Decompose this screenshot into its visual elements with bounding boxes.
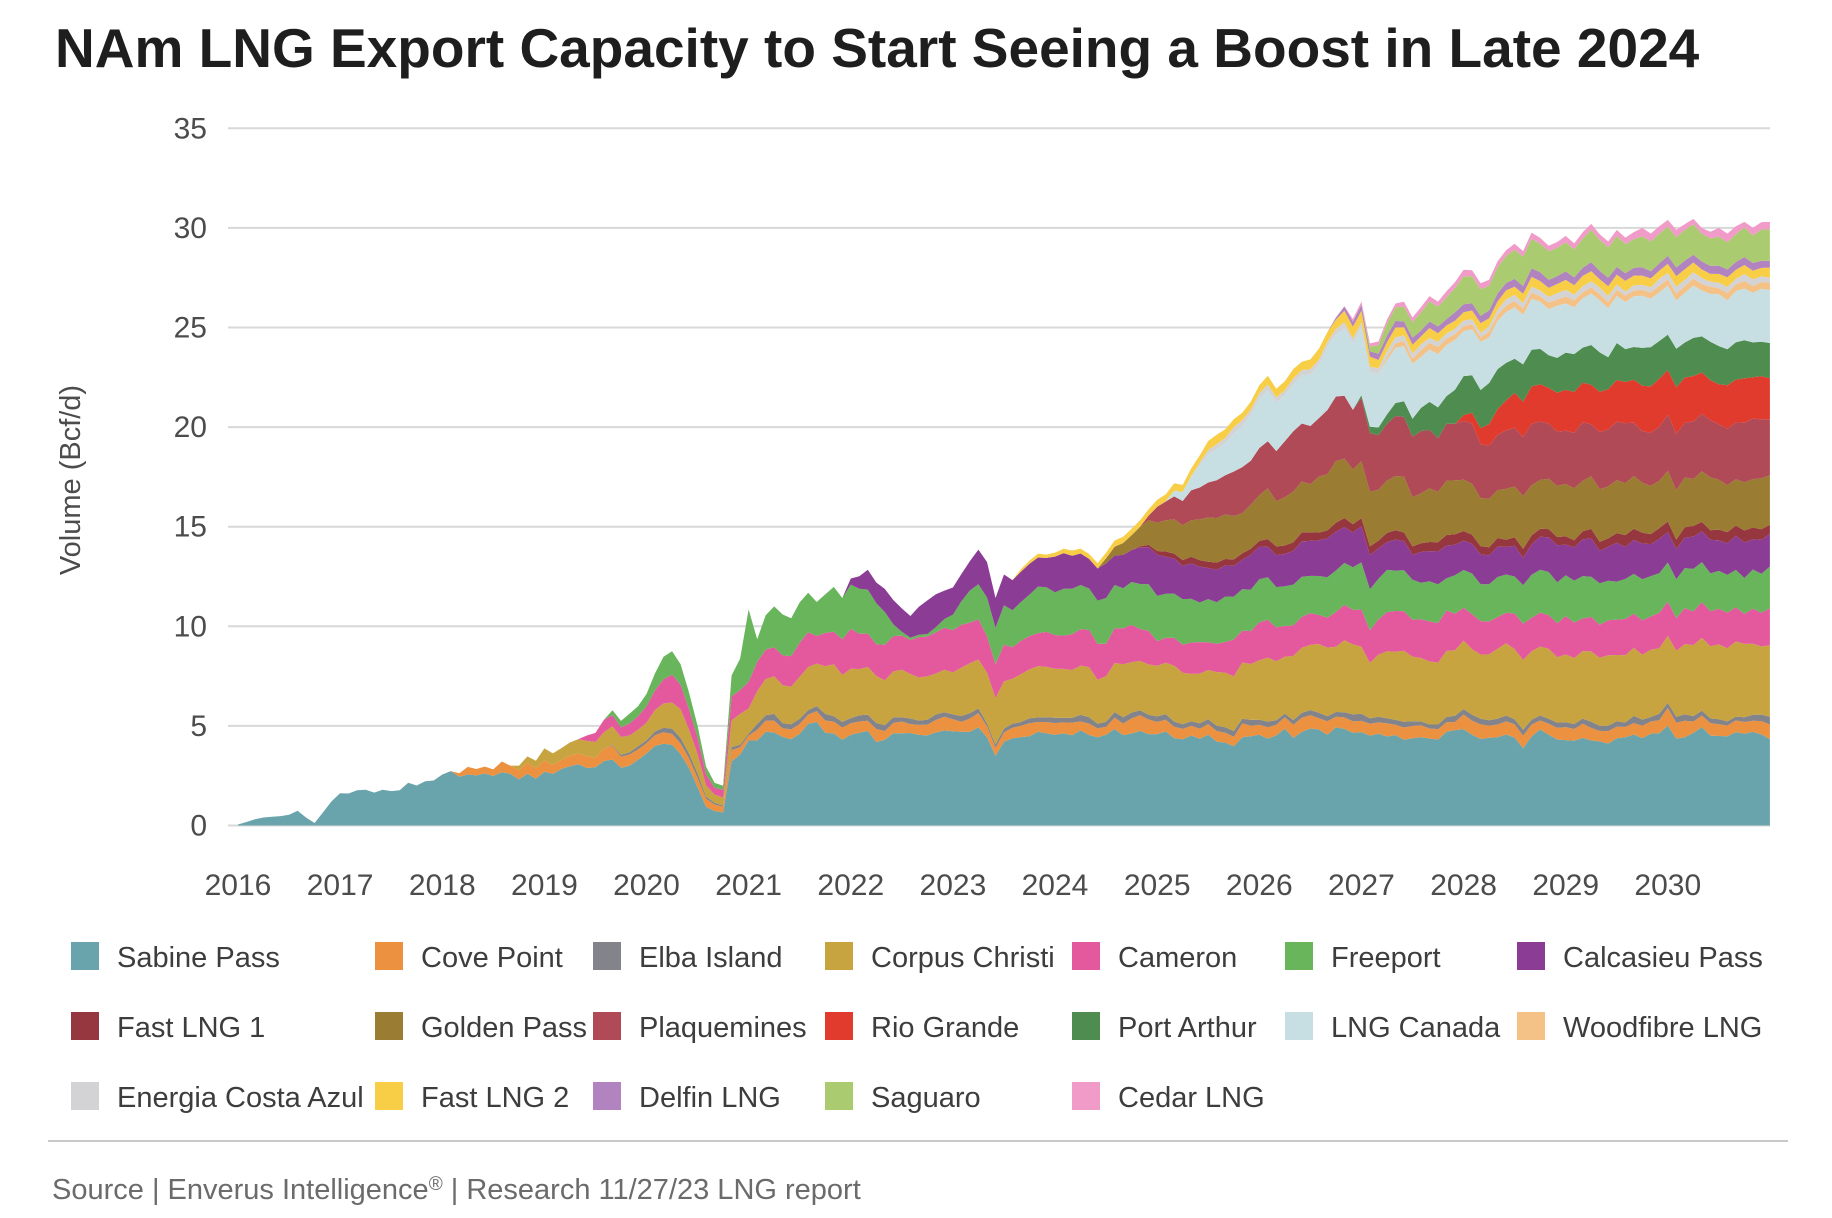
svg-text:Source | Enverus Intelligence®: Source | Enverus Intelligence® | Researc… (52, 1174, 861, 1206)
svg-text:Energia Costa Azul: Energia Costa Azul (117, 1082, 364, 1114)
svg-text:2028: 2028 (1430, 869, 1497, 902)
svg-text:2022: 2022 (817, 869, 884, 902)
svg-text:10: 10 (174, 610, 207, 643)
svg-text:Cove Point: Cove Point (421, 942, 563, 974)
svg-text:2017: 2017 (307, 869, 374, 902)
svg-text:5: 5 (190, 710, 207, 743)
svg-text:NAm LNG Export Capacity to Sta: NAm LNG Export Capacity to Start Seeing … (55, 17, 1700, 79)
svg-text:2030: 2030 (1634, 869, 1701, 902)
svg-text:Plaquemines: Plaquemines (639, 1012, 807, 1044)
svg-text:2016: 2016 (205, 869, 272, 902)
svg-text:2026: 2026 (1226, 869, 1293, 902)
svg-text:2023: 2023 (920, 869, 987, 902)
svg-text:Freeport: Freeport (1331, 942, 1441, 974)
svg-text:Elba Island: Elba Island (639, 942, 783, 974)
svg-text:2021: 2021 (715, 869, 782, 902)
svg-text:Cedar LNG: Cedar LNG (1118, 1082, 1265, 1114)
svg-text:Volume (Bcf/d): Volume (Bcf/d) (55, 385, 87, 575)
svg-text:2025: 2025 (1124, 869, 1191, 902)
svg-text:2019: 2019 (511, 869, 578, 902)
svg-text:0: 0 (190, 810, 207, 843)
svg-text:20: 20 (174, 411, 207, 444)
svg-text:Rio Grande: Rio Grande (871, 1012, 1019, 1044)
svg-text:2020: 2020 (613, 869, 680, 902)
svg-text:Fast LNG 1: Fast LNG 1 (117, 1012, 265, 1044)
svg-text:2027: 2027 (1328, 869, 1395, 902)
svg-text:Corpus Christi: Corpus Christi (871, 942, 1055, 974)
svg-text:35: 35 (174, 112, 207, 145)
svg-text:Calcasieu Pass: Calcasieu Pass (1563, 942, 1763, 974)
svg-text:30: 30 (174, 212, 207, 245)
svg-text:2018: 2018 (409, 869, 476, 902)
svg-text:Port Arthur: Port Arthur (1118, 1012, 1257, 1044)
svg-text:Saguaro: Saguaro (871, 1082, 981, 1114)
svg-text:25: 25 (174, 312, 207, 345)
svg-text:Golden Pass: Golden Pass (421, 1012, 587, 1044)
svg-text:Delfin LNG: Delfin LNG (639, 1082, 781, 1114)
svg-text:15: 15 (174, 511, 207, 544)
svg-text:Sabine Pass: Sabine Pass (117, 942, 280, 974)
svg-text:Fast LNG 2: Fast LNG 2 (421, 1082, 569, 1114)
svg-text:2024: 2024 (1022, 869, 1089, 902)
svg-text:Cameron: Cameron (1118, 942, 1237, 974)
svg-text:LNG Canada: LNG Canada (1331, 1012, 1501, 1044)
svg-text:Woodfibre LNG: Woodfibre LNG (1563, 1012, 1762, 1044)
svg-text:2029: 2029 (1532, 869, 1599, 902)
